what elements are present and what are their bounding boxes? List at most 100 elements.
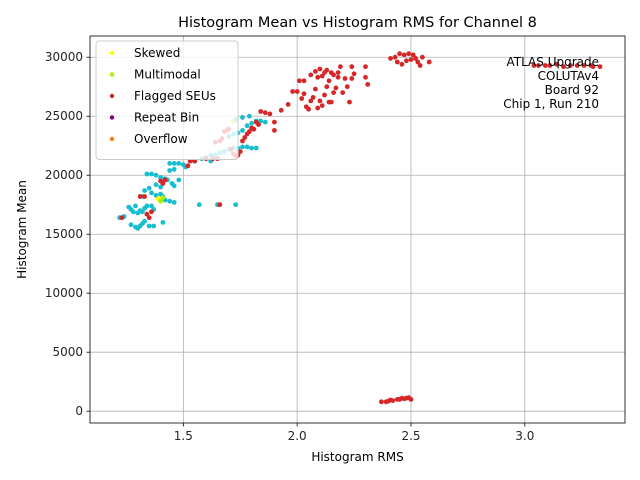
data-point bbox=[142, 188, 148, 194]
data-point bbox=[171, 183, 177, 189]
data-point bbox=[137, 194, 143, 199]
data-point bbox=[340, 90, 346, 95]
y-axis-label: Histogram Mean bbox=[15, 180, 29, 279]
data-point bbox=[322, 92, 327, 98]
plot-frame bbox=[89, 35, 626, 424]
data-point bbox=[153, 182, 159, 188]
data-point bbox=[185, 163, 191, 169]
data-point bbox=[153, 192, 159, 198]
data-point bbox=[297, 78, 302, 84]
data-point bbox=[333, 85, 339, 91]
data-point bbox=[249, 145, 255, 151]
annotation-line-3: Board 92 bbox=[545, 83, 599, 97]
legend-label: Multimodal bbox=[134, 68, 201, 82]
data-point bbox=[349, 76, 355, 81]
data-point bbox=[158, 175, 164, 181]
chart-title: Histogram Mean vs Histogram RMS for Chan… bbox=[178, 15, 537, 31]
data-point bbox=[176, 177, 182, 183]
data-point bbox=[349, 64, 355, 70]
grid bbox=[90, 36, 625, 423]
data-point bbox=[331, 72, 336, 78]
annotation-line-2: COLUTAv4 bbox=[538, 69, 599, 83]
data-point bbox=[149, 171, 154, 177]
data-point bbox=[315, 105, 321, 111]
data-point bbox=[597, 64, 603, 70]
legend-marker bbox=[109, 115, 115, 120]
data-point bbox=[351, 71, 357, 77]
data-point bbox=[299, 96, 305, 101]
legend-marker bbox=[109, 136, 115, 142]
data-point bbox=[408, 57, 414, 62]
x-tick-label: 2.0 bbox=[288, 429, 307, 443]
data-point bbox=[324, 84, 330, 90]
x-tick-label: 1.5 bbox=[174, 429, 193, 443]
data-point bbox=[249, 120, 255, 126]
data-point bbox=[158, 184, 164, 190]
data-point bbox=[390, 398, 396, 403]
data-point bbox=[342, 76, 348, 81]
data-point bbox=[272, 119, 277, 125]
data-point bbox=[149, 203, 154, 209]
data-point bbox=[319, 103, 325, 108]
data-point bbox=[130, 209, 136, 215]
data-point bbox=[308, 72, 314, 78]
data-point bbox=[363, 74, 368, 80]
data-point bbox=[319, 73, 325, 79]
y-tick-label: 10000 bbox=[45, 286, 83, 300]
data-point bbox=[401, 52, 407, 58]
data-point bbox=[365, 82, 371, 87]
legend-label: Repeat Bin bbox=[134, 111, 199, 125]
legend-label: Overflow bbox=[134, 132, 188, 146]
x-tick-label: 3.0 bbox=[515, 429, 534, 443]
data-point bbox=[317, 66, 323, 72]
data-point bbox=[397, 51, 402, 57]
data-point bbox=[561, 64, 566, 70]
data-point bbox=[415, 59, 421, 65]
data-point bbox=[306, 106, 311, 112]
data-point bbox=[256, 122, 261, 127]
data-point bbox=[144, 171, 150, 177]
data-point bbox=[149, 209, 154, 215]
data-point bbox=[317, 98, 323, 104]
data-point bbox=[196, 202, 202, 208]
data-point bbox=[146, 215, 152, 221]
data-point bbox=[262, 119, 268, 125]
data-point bbox=[408, 397, 414, 402]
data-point bbox=[568, 63, 573, 68]
data-point bbox=[119, 215, 125, 221]
data-point bbox=[142, 218, 148, 224]
data-point bbox=[244, 144, 250, 150]
annotation-text: ATLAS Upgrade COLUTAv4 Board 92 Chip 1, … bbox=[503, 55, 599, 111]
data-point bbox=[338, 64, 343, 70]
data-point bbox=[313, 69, 318, 74]
annotation-line-4: Chip 1, Run 210 bbox=[503, 97, 599, 111]
data-point bbox=[162, 177, 168, 183]
data-point bbox=[258, 109, 264, 114]
data-point bbox=[167, 168, 173, 173]
y-tick-label: 0 bbox=[75, 404, 83, 418]
data-point bbox=[363, 64, 368, 70]
data-point bbox=[142, 194, 148, 199]
data-point bbox=[554, 61, 560, 67]
data-point bbox=[301, 78, 307, 84]
data-point bbox=[335, 74, 341, 80]
data-point bbox=[258, 118, 264, 124]
legend-marker bbox=[109, 50, 115, 56]
data-point bbox=[392, 54, 398, 60]
data-point bbox=[347, 99, 352, 105]
data-point bbox=[310, 95, 316, 100]
data-point bbox=[144, 211, 150, 217]
y-tick-label: 30000 bbox=[45, 50, 83, 64]
data-point bbox=[335, 70, 341, 75]
data-point bbox=[160, 181, 166, 186]
data-point bbox=[144, 203, 150, 209]
data-point bbox=[315, 74, 321, 80]
data-point bbox=[247, 113, 252, 119]
data-point bbox=[278, 107, 284, 113]
data-point bbox=[420, 54, 425, 60]
data-point bbox=[158, 198, 164, 204]
data-point bbox=[240, 127, 245, 133]
data-point bbox=[240, 115, 245, 120]
data-point bbox=[301, 91, 307, 97]
data-point bbox=[399, 61, 405, 67]
